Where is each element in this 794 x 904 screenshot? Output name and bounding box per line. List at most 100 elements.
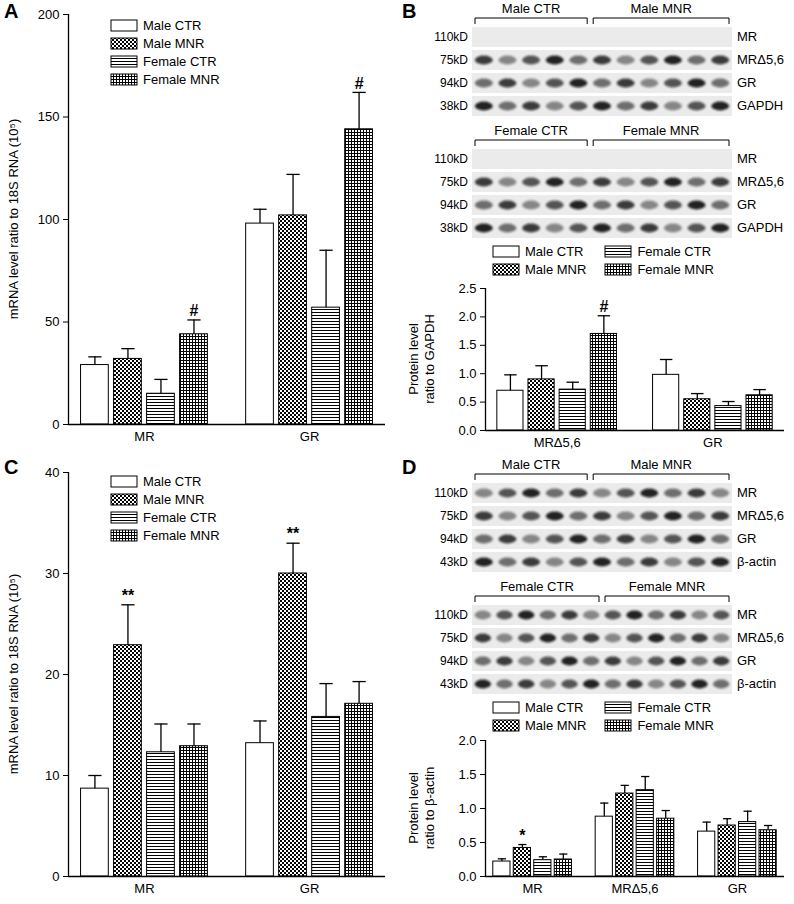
svg-text:94kD: 94kD xyxy=(440,654,468,668)
html-text:Male CTR: Male CTR xyxy=(143,474,202,489)
svg-text:38kD: 38kD xyxy=(440,99,468,113)
html-text:C: C xyxy=(4,456,19,478)
svg-text:Female CTR: Female CTR xyxy=(494,123,568,138)
svg-text:1.0: 1.0 xyxy=(458,366,476,381)
svg-text:MRΔ5,6: MRΔ5,6 xyxy=(612,881,659,896)
svg-text:0: 0 xyxy=(52,869,59,884)
svg-text:Female MNR: Female MNR xyxy=(629,579,706,594)
svg-text:Female MNR: Female MNR xyxy=(623,123,700,138)
svg-text:GR: GR xyxy=(703,435,723,450)
svg-text:94kD: 94kD xyxy=(440,532,468,546)
svg-text:GR: GR xyxy=(737,197,757,212)
html-text:Male MNR: Male MNR xyxy=(525,718,587,733)
html-text:Female MNR: Female MNR xyxy=(637,262,714,277)
svg-text:MRΔ5,6: MRΔ5,6 xyxy=(737,630,784,645)
svg-text:2.0: 2.0 xyxy=(458,309,476,324)
svg-text:GR: GR xyxy=(728,881,748,896)
svg-text:150: 150 xyxy=(38,109,60,124)
html-text:Female CTR: Female CTR xyxy=(143,510,217,525)
svg-text:0: 0 xyxy=(52,417,59,432)
svg-text:Male MNR: Male MNR xyxy=(630,1,691,16)
html-text:Female CTR: Female CTR xyxy=(637,244,712,259)
svg-text:mRNA level ratio to 18S RNA (1: mRNA level ratio to 18S RNA (10⁵) xyxy=(6,119,21,319)
svg-text:110kD: 110kD xyxy=(434,486,468,500)
svg-text:30: 30 xyxy=(45,566,59,581)
svg-text:mRNA level ratio to 18S RNA (1: mRNA level ratio to 18S RNA (10⁵) xyxy=(6,574,21,774)
svg-text:10: 10 xyxy=(45,768,59,783)
svg-text:0.5: 0.5 xyxy=(458,835,476,850)
html-text:Female CTR: Female CTR xyxy=(143,54,217,69)
html-text:Male CTR: Male CTR xyxy=(525,700,584,715)
svg-text:**: ** xyxy=(122,587,135,604)
svg-text:GR: GR xyxy=(737,531,757,546)
html-text:Female CTR: Female CTR xyxy=(637,700,712,715)
svg-text:75kD: 75kD xyxy=(440,631,468,645)
svg-text:20: 20 xyxy=(45,667,59,682)
svg-text:75kD: 75kD xyxy=(440,53,468,67)
svg-text:110kD: 110kD xyxy=(434,608,468,622)
svg-text:MRΔ5,6: MRΔ5,6 xyxy=(737,174,784,189)
html-text:B: B xyxy=(402,0,417,22)
svg-text:GR: GR xyxy=(737,653,757,668)
svg-text:94kD: 94kD xyxy=(440,198,468,212)
svg-text:MR: MR xyxy=(522,881,542,896)
svg-text:Male CTR: Male CTR xyxy=(502,457,561,472)
html-text:Male MNR: Male MNR xyxy=(143,36,205,51)
svg-text:1.0: 1.0 xyxy=(458,801,476,816)
svg-text:MRΔ5,6: MRΔ5,6 xyxy=(737,52,784,67)
svg-text:Protein levelratio to β-actin: Protein levelratio to β-actin xyxy=(406,767,437,850)
html-text:Female MNR: Female MNR xyxy=(143,72,220,87)
svg-text:#: # xyxy=(355,75,364,92)
svg-text:1.5: 1.5 xyxy=(458,767,476,782)
svg-text:GR: GR xyxy=(737,75,757,90)
svg-text:110kD: 110kD xyxy=(434,30,468,44)
svg-text:*: * xyxy=(519,827,526,844)
svg-text:#: # xyxy=(599,298,608,315)
svg-text:38kD: 38kD xyxy=(440,221,468,235)
svg-text:MR: MR xyxy=(737,607,757,622)
svg-text:MR: MR xyxy=(134,429,154,444)
svg-text:MR: MR xyxy=(737,485,757,500)
svg-text:GR: GR xyxy=(300,881,320,896)
svg-text:MR: MR xyxy=(737,29,757,44)
svg-text:β-actin: β-actin xyxy=(737,554,776,569)
html-text:Male MNR: Male MNR xyxy=(143,492,205,507)
svg-text:43kD: 43kD xyxy=(440,677,468,691)
svg-text:MRΔ5,6: MRΔ5,6 xyxy=(534,435,581,450)
html-text:D: D xyxy=(402,456,417,478)
html-text:Female MNR: Female MNR xyxy=(143,528,220,543)
svg-text:Male CTR: Male CTR xyxy=(502,1,561,16)
svg-text:#: # xyxy=(190,302,199,319)
svg-text:**: ** xyxy=(287,525,300,542)
html-text:Female MNR: Female MNR xyxy=(637,718,714,733)
svg-text:MR: MR xyxy=(134,881,154,896)
svg-text:Female CTR: Female CTR xyxy=(500,579,574,594)
svg-text:2.5: 2.5 xyxy=(458,281,476,296)
svg-text:GAPDH: GAPDH xyxy=(737,220,783,235)
svg-text:100: 100 xyxy=(38,212,60,227)
svg-text:94kD: 94kD xyxy=(440,76,468,90)
svg-text:75kD: 75kD xyxy=(440,175,468,189)
svg-text:0.0: 0.0 xyxy=(458,423,476,438)
svg-text:β-actin: β-actin xyxy=(737,676,776,691)
svg-text:GR: GR xyxy=(300,429,320,444)
svg-text:40: 40 xyxy=(45,465,59,480)
svg-text:1.5: 1.5 xyxy=(458,337,476,352)
svg-text:0.5: 0.5 xyxy=(458,394,476,409)
html-text:Male CTR: Male CTR xyxy=(525,244,584,259)
svg-text:75kD: 75kD xyxy=(440,509,468,523)
svg-text:0.0: 0.0 xyxy=(458,869,476,884)
svg-text:50: 50 xyxy=(45,314,59,329)
svg-text:110kD: 110kD xyxy=(434,152,468,166)
html-text:Male MNR: Male MNR xyxy=(525,262,587,277)
svg-text:43kD: 43kD xyxy=(440,555,468,569)
svg-text:MR: MR xyxy=(737,151,757,166)
svg-text:200: 200 xyxy=(38,7,60,22)
svg-text:Male MNR: Male MNR xyxy=(630,457,691,472)
html-text:A: A xyxy=(4,0,19,22)
svg-text:GAPDH: GAPDH xyxy=(737,98,783,113)
html-text:Male CTR: Male CTR xyxy=(143,18,202,33)
svg-text:MRΔ5,6: MRΔ5,6 xyxy=(737,508,784,523)
svg-text:Protein levelratio to GAPDH: Protein levelratio to GAPDH xyxy=(406,314,437,404)
svg-text:2.0: 2.0 xyxy=(458,733,476,748)
